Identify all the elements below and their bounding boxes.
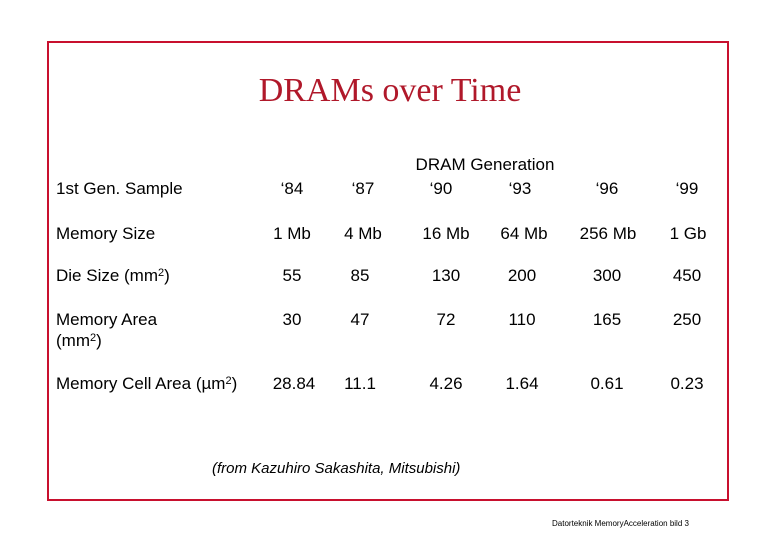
year-cell: ‘90 [429, 179, 453, 198]
label-die-size: Die Size (mm2) [56, 266, 170, 285]
year-cell: ‘96 [595, 179, 619, 198]
slide-footer: Datorteknik MemoryAcceleration bild 3 [552, 519, 689, 528]
year-cell: ‘93 [508, 179, 532, 198]
memory-size-cell: 16 Mb [422, 224, 470, 243]
memory-area-cell: 72 [436, 310, 456, 329]
source-credit: (from Kazuhiro Sakashita, Mitsubishi) [212, 460, 461, 477]
cell-area-cell: 4.26 [429, 374, 463, 393]
die-size-cell: 450 [672, 266, 702, 285]
cell-area-cell: 1.64 [505, 374, 539, 393]
memory-area-cell: 165 [592, 310, 622, 329]
slide-frame [47, 41, 729, 501]
die-size-cell: 55 [282, 266, 302, 285]
die-size-cell: 130 [431, 266, 461, 285]
memory-area-cell: 250 [672, 310, 702, 329]
cell-area-cell: 11.1 [344, 374, 376, 393]
year-cell: ‘99 [675, 179, 699, 198]
year-cell: ‘87 [351, 179, 375, 198]
dram-generation-header: DRAM Generation [415, 155, 555, 174]
label-memory-area-line1: Memory Area [56, 310, 158, 329]
memory-area-cell: 47 [350, 310, 370, 329]
memory-size-cell: 256 Mb [579, 224, 637, 243]
die-size-cell: 200 [507, 266, 537, 285]
label-memory-size: Memory Size [56, 224, 156, 243]
memory-size-cell: 1 Mb [273, 224, 311, 243]
memory-size-cell: 64 Mb [500, 224, 548, 243]
cell-area-cell: 0.61 [590, 374, 624, 393]
die-size-cell: 85 [350, 266, 370, 285]
year-cell: ‘84 [280, 179, 304, 198]
cell-area-cell: 28.84 [272, 374, 316, 393]
memory-size-cell: 1 Gb [669, 224, 707, 243]
cell-area-cell: 0.23 [670, 374, 704, 393]
memory-area-cell: 30 [282, 310, 302, 329]
label-first-sample: 1st Gen. Sample [56, 179, 183, 198]
label-memory-area-line2: (mm2) [56, 331, 102, 350]
die-size-cell: 300 [592, 266, 622, 285]
slide-title: DRAMs over Time [258, 72, 522, 109]
memory-area-cell: 110 [508, 310, 536, 329]
memory-size-cell: 4 Mb [344, 224, 382, 243]
label-cell-area: Memory Cell Area (µm2) [56, 374, 238, 393]
